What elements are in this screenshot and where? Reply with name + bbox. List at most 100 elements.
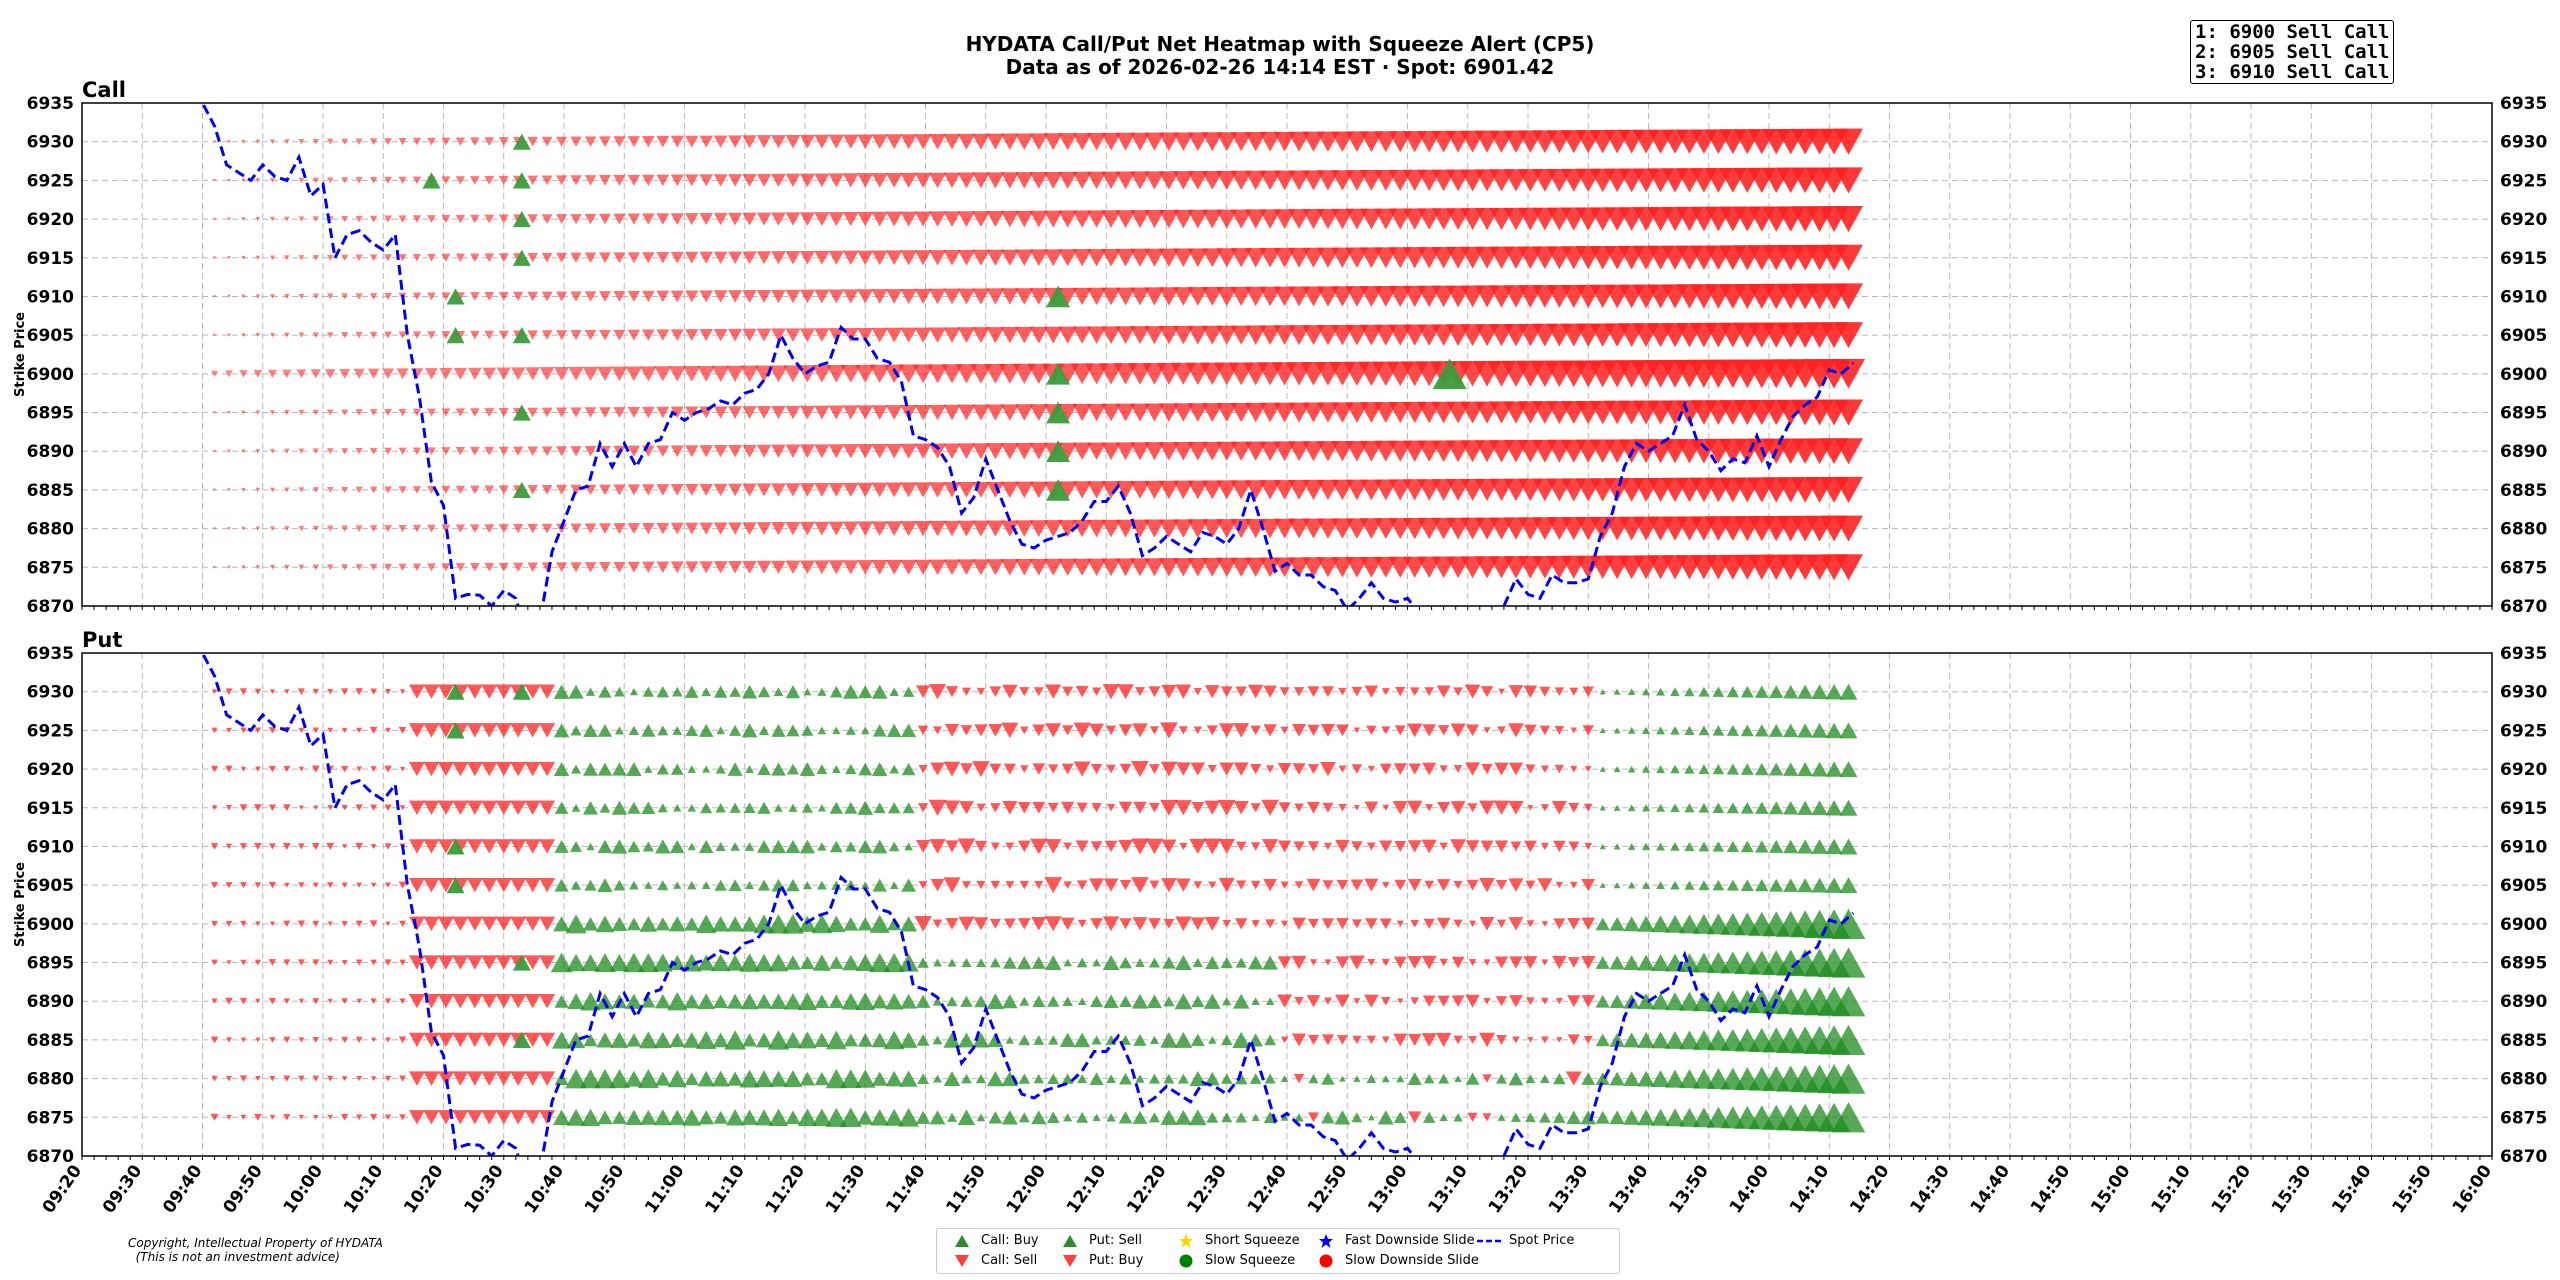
rank-item: 1: 6900 Sell Call <box>2195 22 2389 42</box>
circle-icon <box>1171 1254 1201 1268</box>
x-tick-label: 09:50 <box>219 1161 267 1217</box>
put-buy-marker <box>960 763 973 775</box>
y-tick-label-right: 6870 <box>2500 597 2547 617</box>
y-tick-label: 6885 <box>27 1031 74 1051</box>
y-tick-label-right: 6915 <box>2500 249 2547 269</box>
triangle-up-icon <box>1055 1234 1085 1248</box>
put-sell-marker <box>758 686 770 697</box>
put-buy-marker <box>1089 878 1104 892</box>
y-tick-label-right: 6880 <box>2500 520 2547 540</box>
put-buy-marker <box>496 684 512 698</box>
star-icon <box>1311 1234 1341 1248</box>
call-sell-marker <box>497 368 511 381</box>
call-sell-marker <box>728 522 742 535</box>
call-sell-marker <box>468 368 482 380</box>
call-sell-marker <box>829 406 845 420</box>
put-sell-marker <box>698 1110 714 1124</box>
circle-icon <box>1311 1254 1341 1268</box>
x-tick-label: 15:30 <box>2268 1161 2316 1217</box>
put-sell-marker <box>1248 956 1263 970</box>
put-buy-marker <box>1437 802 1450 814</box>
call-sell-marker <box>829 173 845 187</box>
x-tick-label: 11:20 <box>762 1161 810 1217</box>
y-tick-label: 6925 <box>27 721 74 741</box>
y-tick-label: 6875 <box>27 558 74 578</box>
disclaimer-line: (This is not an investment advice) <box>128 1250 383 1264</box>
put-sell-marker <box>1539 1112 1551 1123</box>
put-sell-marker <box>1670 881 1680 890</box>
call-sell-marker <box>628 484 640 495</box>
top-strikes-box: 1: 6900 Sell Call 2: 6905 Sell Call 3: 6… <box>2190 20 2394 84</box>
y-tick-label: 6875 <box>27 1108 74 1128</box>
put-sell-marker <box>1769 763 1783 776</box>
call-sell-marker <box>699 445 713 457</box>
put-buy-marker <box>1508 723 1524 737</box>
call-sell-marker <box>628 136 640 147</box>
chart-subtitle: Data as of 2026-02-26 14:14 EST · Spot: … <box>0 55 2560 79</box>
call-sell-marker <box>986 521 1004 537</box>
put-buy-marker <box>467 723 483 737</box>
time-axis: 09:20 09:30 09:40 09:50 10:00 10:10 10:20 10:30… <box>39 1161 2497 1217</box>
put-buy-marker <box>1509 995 1523 1007</box>
call-sell-marker <box>886 483 902 498</box>
call-sell-marker <box>986 250 1004 266</box>
call-sell-marker <box>699 174 713 186</box>
x-tick-label: 14:40 <box>1967 1161 2015 1217</box>
put-sell-marker <box>699 840 714 853</box>
call-sell-marker <box>757 445 771 458</box>
put-sell-marker <box>1670 687 1680 696</box>
put-sell-marker <box>858 917 873 930</box>
call-sell-marker <box>857 405 873 419</box>
put-buy-marker <box>1089 724 1104 737</box>
put-sell-marker <box>1797 878 1813 892</box>
put-sell-marker <box>1797 801 1813 815</box>
put-sell-marker <box>1670 726 1680 735</box>
put-buy-marker <box>1567 918 1580 930</box>
put-buy-marker <box>467 839 483 853</box>
put-sell-marker <box>1769 685 1783 698</box>
put-sell-marker <box>1797 723 1813 737</box>
call-sell-marker <box>339 369 350 379</box>
put-buy-marker <box>1508 878 1523 892</box>
star-icon <box>1171 1234 1201 1248</box>
put-sell-marker <box>1017 956 1032 969</box>
call-sell-marker <box>829 444 845 458</box>
panel-title: Call <box>82 78 126 102</box>
put-buy-marker <box>438 762 454 776</box>
chart-title: HYDATA Call/Put Net Heatmap with Squeeze… <box>0 32 2560 56</box>
y-tick-label-right: 6930 <box>2500 683 2547 703</box>
put-sell-marker <box>757 763 771 775</box>
put-buy-marker <box>496 955 512 969</box>
put-sell-marker <box>829 994 844 1008</box>
put-buy-marker <box>1307 802 1320 814</box>
put-buy-marker <box>1380 764 1392 775</box>
put-buy-marker <box>1176 762 1191 775</box>
put-sell-marker <box>1826 684 1843 699</box>
call-sell-marker <box>986 172 1004 188</box>
call-sell-marker <box>886 444 902 459</box>
put-buy-marker <box>959 801 974 814</box>
put-buy-marker <box>1148 686 1160 697</box>
call-sell-marker <box>986 443 1004 459</box>
call-sell-marker <box>599 291 611 302</box>
call-sell-marker <box>728 406 742 419</box>
x-tick-label: 15:40 <box>2328 1161 2376 1217</box>
call-sell-marker <box>829 522 845 536</box>
put-buy-marker <box>1508 801 1523 815</box>
put-sell-marker <box>916 1111 931 1124</box>
put-buy-marker <box>990 686 1002 697</box>
y-tick-label: 6925 <box>27 171 74 191</box>
put-buy-marker <box>496 1110 512 1124</box>
put-sell-marker <box>757 802 771 814</box>
call-sell-marker <box>470 292 480 301</box>
put-buy-marker <box>1567 995 1580 1007</box>
y-tick-label-right: 6875 <box>2500 558 2547 578</box>
put-buy-marker <box>438 1033 454 1047</box>
put-buy-marker <box>1278 802 1290 813</box>
put-sell-marker <box>1797 685 1813 699</box>
put-sell-marker <box>756 1032 773 1047</box>
call-sell-marker <box>628 330 640 341</box>
call-sell-marker <box>757 174 771 187</box>
put-buy-marker <box>1437 686 1451 698</box>
y-tick-label: 6905 <box>27 326 74 346</box>
